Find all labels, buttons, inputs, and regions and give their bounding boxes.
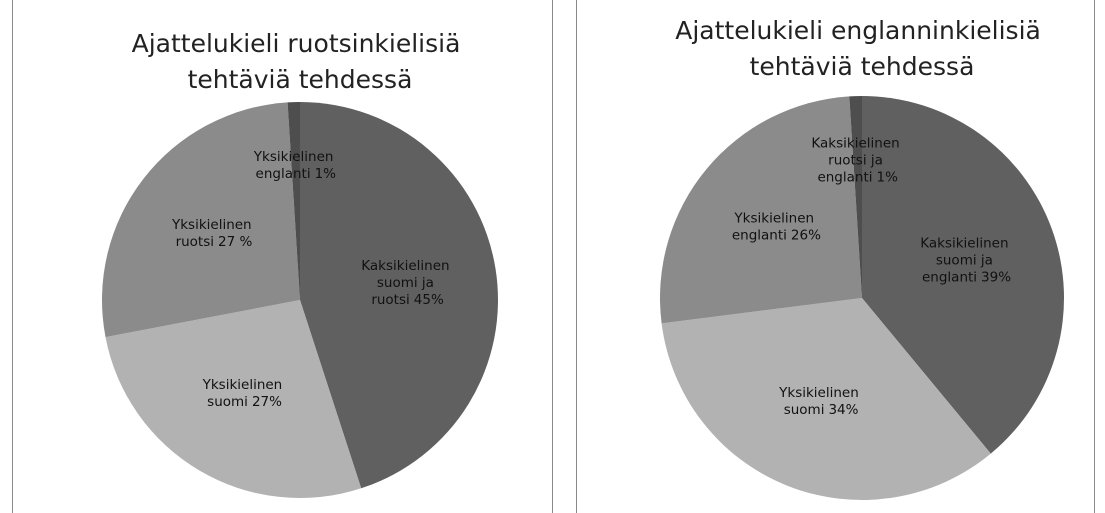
slice-value-label: 27 % — [218, 234, 252, 250]
slice-value-label: 27% — [252, 394, 282, 410]
pie-slice — [101, 102, 300, 338]
slice-value-label: 39% — [981, 269, 1011, 285]
slice-label: Kaksikielinen suomi ja englanti — [920, 235, 1013, 285]
slice-label: Yksikielinen ruotsi — [171, 217, 256, 250]
slice-value-label: 34% — [828, 402, 858, 418]
pie-slice — [300, 102, 498, 489]
slice-label: Yksikielinen suomi — [778, 385, 863, 418]
pie-slice — [862, 96, 1064, 454]
pie-slice — [660, 96, 862, 324]
slice-label: Yksikielinen suomi — [202, 377, 287, 410]
slice-label: Yksikielinen englanti — [253, 149, 338, 182]
pie-slice — [661, 298, 991, 500]
slice-value-label: 26% — [791, 228, 821, 244]
slice-value-label: 1% — [315, 166, 337, 182]
slice-label: Kaksikielinen ruotsi ja englanti — [811, 136, 904, 186]
chart-title: Ajattelukieli englanninkielisiä tehtäviä… — [675, 16, 1049, 81]
chart-title: Ajattelukieli ruotsinkielisiä tehtäviä t… — [132, 29, 469, 94]
slice-label: Kaksikielinen suomi ja ruotsi — [361, 258, 454, 308]
pie-slice — [849, 96, 862, 298]
slice-value-label: 1% — [877, 170, 899, 186]
pie-slice — [105, 300, 362, 498]
pie-slice — [287, 102, 300, 300]
slice-value-label: 45% — [414, 292, 444, 308]
slice-label: Yksikielinen englanti — [732, 211, 819, 244]
